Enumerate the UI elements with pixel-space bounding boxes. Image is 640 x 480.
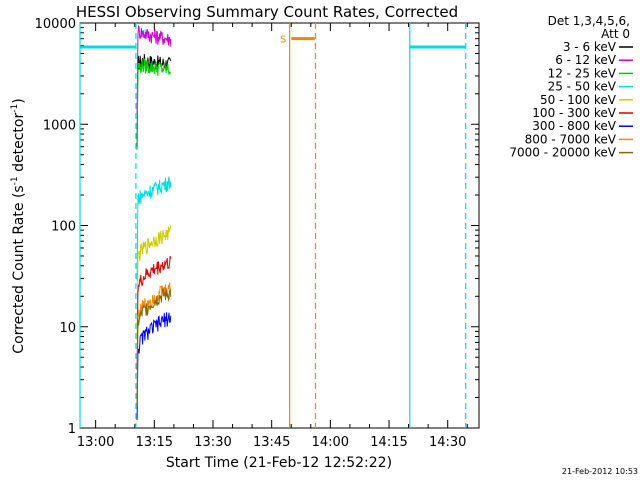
legend-label: 300 - 800 keV (532, 119, 616, 133)
series-line (136, 255, 172, 370)
y-axis-label-sup1: -1 (10, 176, 20, 185)
night-label: N (140, 29, 147, 39)
series-line (136, 176, 172, 281)
legend-label: 12 - 25 keV (548, 66, 617, 80)
plot-frame (79, 22, 480, 429)
series-line (136, 287, 172, 407)
legend-label: 7000 - 20000 keV (509, 146, 616, 160)
legend-header-line2: Att 0 (601, 27, 630, 41)
x-tick-label: 14:00 (312, 435, 349, 450)
series-line (136, 25, 172, 114)
x-tick-label: 13:45 (253, 435, 290, 450)
y-tick-label: 1000 (43, 118, 76, 133)
y-tick-label: 100 (51, 220, 76, 235)
x-tick-label: 13:15 (136, 435, 173, 450)
series-line (136, 225, 172, 340)
y-axis-label: Corrected Count Rate (s-1 detector-1) (10, 98, 27, 353)
legend-label: 800 - 7000 keV (525, 132, 617, 146)
legend-label: 3 - 6 keV (563, 40, 617, 54)
event-markers: SN (79, 23, 467, 428)
y-axis-label-main: Corrected Count Rate (s (11, 185, 27, 353)
y-tick-label: 10 (59, 321, 76, 336)
y-axis-label-end: ) (11, 98, 27, 103)
x-tick-label: 14:30 (429, 435, 466, 450)
x-axis-label: Start Time (21-Feb-12 12:52:22) (166, 455, 392, 471)
x-tick-label: 14:15 (370, 435, 407, 450)
x-tick-labels: 13:00 13:15 13:30 13:45 14:00 14:15 14:30 (77, 435, 467, 450)
y-tick-labels: 1 10 100 1000 10000 (35, 17, 76, 437)
series-lines (136, 25, 172, 421)
y-tick-label: 1 (68, 422, 76, 437)
axis-ticks (80, 23, 479, 429)
x-tick-label: 13:00 (77, 435, 114, 450)
x-tick-label: 13:30 (194, 435, 231, 450)
legend-label: 100 - 300 keV (532, 106, 616, 120)
chart-title: HESSI Observing Summary Count Rates, Cor… (76, 3, 458, 21)
y-tick-label: 10000 (35, 17, 76, 32)
legend-label: 50 - 100 keV (540, 93, 617, 107)
y-axis-label-sup2: -1 (10, 104, 20, 113)
legend-label: 25 - 50 keV (548, 80, 617, 94)
saa-label: S (280, 35, 286, 46)
series-line (136, 57, 172, 151)
series-line (136, 282, 172, 399)
series-line (136, 312, 172, 421)
legend-header-line1: Det 1,3,4,5,6, (548, 14, 630, 28)
y-axis-label-mid: detector (11, 113, 27, 177)
timestamp: 21-Feb-2012 10:53 (562, 467, 638, 476)
plot-area: SN (79, 22, 480, 429)
legend-label: 6 - 12 keV (555, 53, 617, 67)
